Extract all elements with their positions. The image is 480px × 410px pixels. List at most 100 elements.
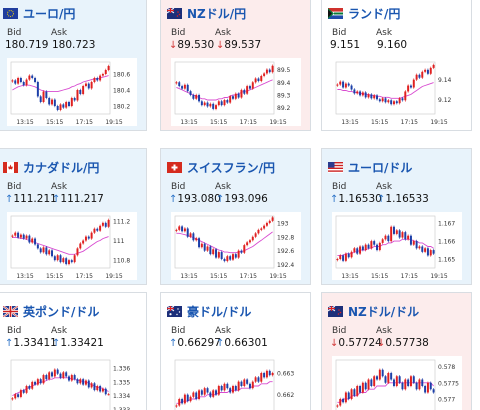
price-labels: Bid Ask [7, 326, 67, 336]
rate-card[interactable]: NZドル/円 Bid Ask ↓89.530 ↓89.537 89.5 89.4 89.3 89… [160, 0, 311, 131]
candle-body [392, 379, 395, 386]
candle-body [28, 75, 31, 80]
price-chart[interactable]: 1.167 1.166 1.165 13:15 15:15 17:15 19:15 [332, 212, 462, 280]
candle-body [407, 85, 410, 92]
currency-pair-link[interactable]: NZドル/ドル [348, 304, 420, 319]
candle-body [257, 78, 260, 82]
price-labels: Bid Ask [7, 182, 67, 192]
us-flag-icon [328, 161, 343, 173]
candle-body [268, 69, 271, 73]
y-tick-label: 1.167 [438, 221, 455, 228]
candle-body [14, 394, 17, 399]
currency-pair-link[interactable]: ユーロ/ドル [348, 160, 413, 175]
candle-body [17, 232, 20, 238]
candle-body [183, 228, 186, 232]
candle-body [429, 382, 432, 390]
candle-body [175, 405, 178, 407]
candle-body [206, 102, 209, 107]
price-chart[interactable]: 0.663 0.662 [171, 356, 301, 410]
bid-price: ↑193.080 [169, 193, 221, 205]
au-flag-icon [167, 305, 182, 317]
price-chart[interactable]: 9.14 9.12 13:15 15:15 17:15 19:15 [332, 58, 462, 126]
candle-body [62, 258, 65, 263]
rate-card[interactable]: スイスフラン/円 Bid Ask ↑193.080 ↑193.096 193 192.8 19… [160, 148, 311, 285]
candle-body [56, 255, 59, 261]
candle-body [257, 229, 260, 234]
candle-body [376, 376, 379, 380]
candle-body [432, 389, 435, 393]
rate-card[interactable]: ランド/円 Bid Ask 9.151 9.160 9.14 9.12 13:15 15:15 1… [321, 0, 472, 131]
bid-price: ↓0.57724 [330, 337, 382, 349]
currency-pair-link[interactable]: ユーロ/円 [23, 6, 76, 21]
price-values: ↑1.33411 ↑1.33421 [5, 337, 104, 349]
currency-pair-link[interactable]: NZドル/円 [187, 6, 247, 21]
candle-body [226, 100, 229, 103]
currency-pair-link[interactable]: スイスフラン/円 [187, 160, 276, 175]
x-tick-label: 17:15 [76, 273, 93, 280]
candle-body [39, 248, 42, 253]
arrow-up-icon: ↑ [5, 194, 14, 205]
candle-body [186, 228, 189, 237]
bid-value: 9.151 [330, 39, 361, 51]
price-chart[interactable]: 0.578 0.5775 0.577 [332, 356, 462, 410]
price-labels: Bid Ask [171, 326, 231, 336]
rate-card[interactable]: 豪ドル/ドル Bid Ask ↑0.66297 ↑0.66301 0.663 0.662 [160, 292, 311, 410]
candle-body [387, 235, 390, 242]
rate-card[interactable]: カナダドル/円 Bid Ask ↑111.211 ↑111.217 111.2 111 110… [0, 148, 147, 285]
bid-label: Bid [7, 28, 22, 38]
candle-body [243, 379, 246, 386]
candle-body [51, 372, 54, 377]
y-tick-label: 192.4 [277, 262, 294, 269]
ask-label: Ask [376, 182, 393, 192]
currency-pair-link[interactable]: 豪ドル/ドル [187, 304, 252, 319]
candle-body [395, 230, 398, 234]
plot-frame [174, 215, 275, 269]
candle-body [99, 75, 102, 81]
currency-pair-link[interactable]: ランド/円 [348, 6, 401, 21]
price-chart[interactable]: 89.5 89.4 89.3 89.2 13:15 15:15 17:15 19:15 [171, 58, 301, 126]
candle-body [189, 91, 192, 95]
x-tick-label: 13:15 [16, 119, 33, 126]
price-chart[interactable]: 111.2 111 110.8 13:15 15:15 17:15 19:15 [7, 212, 137, 280]
candle-body [336, 259, 339, 261]
candle-body [195, 392, 198, 399]
price-chart[interactable]: 180.6 180.4 180.2 13:15 15:15 17:15 19:15 [7, 58, 137, 126]
bid-value: 89.530 [177, 39, 215, 51]
price-values: ↓89.530 ↓89.537 [169, 39, 261, 51]
candle-body [229, 388, 232, 393]
ask-label: Ask [376, 326, 393, 336]
rate-card[interactable]: ユーロ/円 Bid Ask 180.719 180.723 180.6 180.4 180.2… [0, 0, 147, 131]
price-chart[interactable]: 1.336 1.335 1.334 1.333 [7, 356, 137, 410]
candle-body [254, 233, 257, 237]
currency-pair-link[interactable]: カナダドル/円 [23, 160, 100, 175]
candle-body [56, 369, 59, 374]
y-tick-label: 0.662 [277, 392, 294, 399]
price-chart[interactable]: 193 192.8 192.6 192.4 13:15 15:15 17:15 19:15 [171, 212, 301, 280]
candle-body [390, 226, 393, 242]
price-values: ↑0.66297 ↑0.66301 [169, 337, 268, 349]
rate-card[interactable]: NZドル/ドル Bid Ask ↓0.57724 ↓0.57738 0.578 0.5775… [321, 292, 472, 410]
bid-label: Bid [332, 28, 347, 38]
candle-body [407, 379, 410, 386]
y-tick-label: 1.165 [438, 257, 455, 264]
candle-body [107, 219, 110, 227]
candle-body [11, 80, 14, 82]
candle-body [223, 383, 226, 391]
candle-body [209, 392, 212, 397]
candle-body [356, 91, 359, 94]
candle-body [409, 85, 412, 88]
rate-card[interactable]: ユーロ/ドル Bid Ask ↑1.16530 ↑1.16533 1.167 1.166 1.… [321, 148, 472, 285]
bid-value: 180.719 [5, 39, 49, 51]
candle-body [39, 379, 42, 384]
candle-body [429, 250, 432, 256]
candle-body [175, 229, 178, 231]
candlestick-chart: 1.336 1.335 1.334 1.333 [10, 359, 130, 410]
candle-body [70, 98, 73, 106]
candle-body [93, 228, 96, 233]
candle-body [378, 99, 381, 102]
rate-card[interactable]: 英ポンド/ドル Bid Ask ↑1.33411 ↑1.33421 1.336 1.335 1… [0, 292, 147, 410]
candle-body [62, 372, 65, 378]
candle-body [70, 375, 73, 381]
currency-pair-link[interactable]: 英ポンド/ドル [23, 304, 100, 319]
candle-body [90, 232, 93, 239]
